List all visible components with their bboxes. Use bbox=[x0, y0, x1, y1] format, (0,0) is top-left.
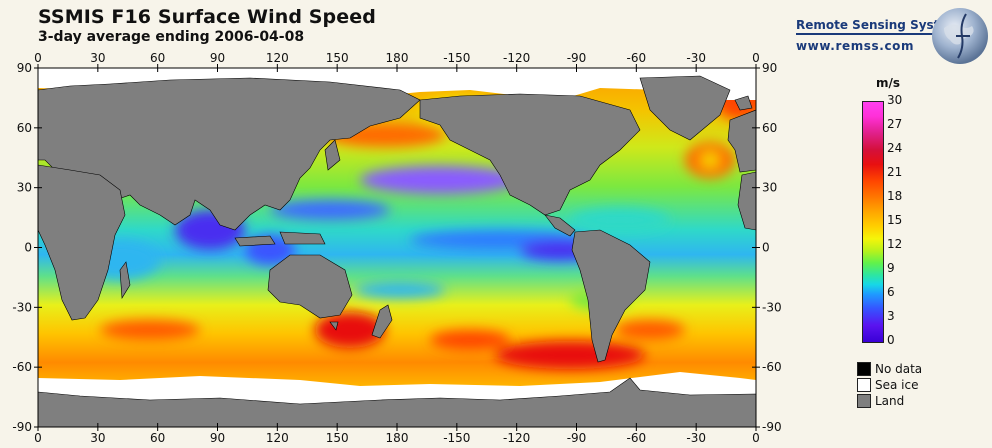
x-tick-label-top: 180 bbox=[386, 51, 409, 65]
y-tick-label-left: 0 bbox=[24, 241, 32, 255]
y-tick-label-right: 60 bbox=[762, 121, 777, 135]
colorbar-tick-label: 18 bbox=[887, 189, 903, 203]
x-tick-label-bottom: -120 bbox=[503, 431, 530, 445]
x-tick-label-top: 60 bbox=[150, 51, 165, 65]
x-tick-label-bottom: -90 bbox=[567, 431, 587, 445]
x-tick-label-bottom: 60 bbox=[150, 431, 165, 445]
colorbar-tick-label: 12 bbox=[887, 237, 903, 251]
colorbar-tick-label: 30 bbox=[887, 93, 903, 107]
x-tick-label-bottom: 150 bbox=[326, 431, 349, 445]
legend-swatch bbox=[857, 394, 871, 408]
brand-divider bbox=[796, 33, 952, 35]
colorbar-tick-label: 27 bbox=[887, 117, 903, 131]
colorbar-tick-label: 21 bbox=[887, 165, 903, 179]
colorbar-tick-label: 9 bbox=[887, 261, 895, 275]
x-tick-label-bottom: 90 bbox=[210, 431, 225, 445]
y-tick-label-left: -30 bbox=[12, 300, 32, 314]
land bbox=[38, 75, 756, 427]
colorbar-tick-label: 0 bbox=[887, 333, 895, 347]
colorbar-tick-label: 6 bbox=[887, 285, 895, 299]
y-tick-label-left: 30 bbox=[17, 181, 32, 195]
legend-swatch bbox=[857, 378, 871, 392]
brand-url[interactable]: www.remss.com bbox=[796, 39, 915, 53]
map-subtitle: 3-day average ending 2006-04-08 bbox=[38, 29, 305, 45]
legend-label: Land bbox=[875, 394, 905, 408]
x-tick-label-bottom: 120 bbox=[266, 431, 289, 445]
colorbar-tick-label: 3 bbox=[887, 309, 895, 323]
x-tick-label-bottom: 0 bbox=[34, 431, 42, 445]
y-tick-label-left: 60 bbox=[17, 121, 32, 135]
x-tick-label-bottom: 0 bbox=[752, 431, 760, 445]
x-tick-label-bottom: -30 bbox=[686, 431, 706, 445]
x-tick-label-top: -30 bbox=[686, 51, 706, 65]
y-tick-label-left: -90 bbox=[12, 420, 32, 434]
map-title: SSMIS F16 Surface Wind Speed bbox=[38, 6, 376, 28]
x-tick-label-bottom: -60 bbox=[627, 431, 647, 445]
legend-swatch bbox=[857, 362, 871, 376]
x-tick-label-bottom: -150 bbox=[443, 431, 470, 445]
x-tick-label-top: -150 bbox=[443, 51, 470, 65]
legend-item: Sea ice bbox=[857, 378, 918, 392]
y-tick-label-right: -30 bbox=[762, 300, 782, 314]
colorbar-tick-label: 15 bbox=[887, 213, 903, 227]
legend-label: Sea ice bbox=[875, 378, 919, 392]
x-tick-label-top: 0 bbox=[34, 51, 42, 65]
globe-logo-icon bbox=[932, 8, 988, 64]
x-tick-label-bottom: 30 bbox=[90, 431, 105, 445]
colorbar bbox=[862, 101, 884, 343]
x-tick-label-top: 0 bbox=[752, 51, 760, 65]
legend-label: No data bbox=[875, 362, 923, 376]
map-ticks: 0 0 30 30 60 60 90 90 120 120 150 150 180 180 -150 -150… bbox=[12, 51, 781, 445]
x-tick-label-top: 90 bbox=[210, 51, 225, 65]
y-tick-label-right: 90 bbox=[762, 61, 777, 75]
y-tick-label-right: 30 bbox=[762, 181, 777, 195]
colorbar-unit: m/s bbox=[876, 76, 901, 90]
y-tick-label-left: -60 bbox=[12, 360, 32, 374]
y-tick-label-left: 90 bbox=[17, 61, 32, 75]
x-tick-label-top: 120 bbox=[266, 51, 289, 65]
colorbar-tick-label: 24 bbox=[887, 141, 903, 155]
map-field bbox=[38, 68, 756, 427]
x-tick-label-top: -60 bbox=[627, 51, 647, 65]
legend-item: No data bbox=[857, 362, 922, 376]
y-tick-label-right: 0 bbox=[762, 241, 770, 255]
x-tick-label-top: -90 bbox=[567, 51, 587, 65]
x-tick-label-top: 150 bbox=[326, 51, 349, 65]
y-tick-label-right: -60 bbox=[762, 360, 782, 374]
brand-name: Remote Sensing Systems bbox=[796, 18, 968, 32]
legend-item: Land bbox=[857, 394, 904, 408]
y-tick-label-right: -90 bbox=[762, 420, 782, 434]
x-tick-label-top: 30 bbox=[90, 51, 105, 65]
x-tick-label-top: -120 bbox=[503, 51, 530, 65]
x-tick-label-bottom: 180 bbox=[386, 431, 409, 445]
